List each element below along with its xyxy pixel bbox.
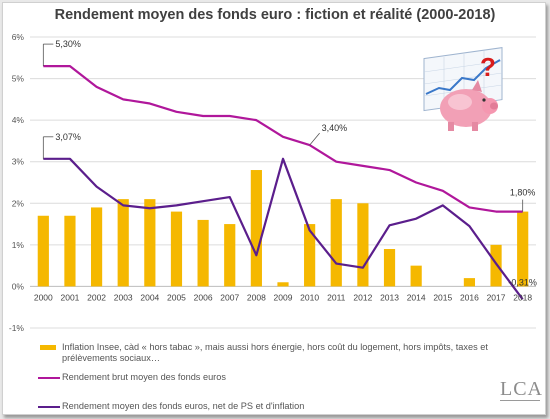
bar-inflation xyxy=(37,215,49,287)
x-tick-label: 2018 xyxy=(513,292,532,302)
legend-swatch-bar xyxy=(40,345,56,350)
data-label: -0,31% xyxy=(508,277,537,287)
bar-inflation xyxy=(224,224,236,287)
line-rendement-brut xyxy=(43,64,523,213)
x-tick-label: 2000 xyxy=(34,292,53,302)
annotation-leader xyxy=(309,132,320,146)
y-tick-label: 4% xyxy=(12,115,25,125)
bar-inflation xyxy=(277,282,289,287)
x-tick-label: 2006 xyxy=(194,292,213,302)
bar-inflation xyxy=(197,219,209,287)
bar-inflation xyxy=(463,278,476,287)
y-tick-label: 3% xyxy=(12,157,25,167)
x-tick-label: 2002 xyxy=(87,292,106,302)
x-tick-label: 2009 xyxy=(274,292,293,302)
bar-inflation xyxy=(517,211,529,287)
bar-inflation xyxy=(144,199,156,287)
y-tick-label: 6% xyxy=(12,32,25,42)
x-tick-label: 2005 xyxy=(167,292,186,302)
bar-inflation xyxy=(117,199,129,287)
x-tick-label: 2012 xyxy=(353,292,372,302)
legend: Inflation Insee, càd « hors tabac », mai… xyxy=(38,342,508,412)
y-tick-label: 5% xyxy=(12,74,25,84)
y-tick-label: 2% xyxy=(12,198,25,208)
x-tick-label: 2015 xyxy=(433,292,452,302)
x-tick-label: 2008 xyxy=(247,292,266,302)
data-label: 3,40% xyxy=(322,123,348,133)
data-label: 5,30% xyxy=(55,39,81,49)
x-tick-label: 2017 xyxy=(487,292,506,302)
legend-label-brut: Rendement brut moyen des fonds euros xyxy=(62,372,226,382)
x-tick-label: 2014 xyxy=(407,292,426,302)
legend-swatch-line xyxy=(38,406,60,408)
bar-inflation xyxy=(170,211,183,287)
data-label: 1,80% xyxy=(510,188,536,198)
piggy-bank-question-icon: ? xyxy=(423,47,503,131)
x-tick-label: 2013 xyxy=(380,292,399,302)
bar-inflation xyxy=(330,199,342,287)
bar-inflation xyxy=(90,207,103,287)
legend-swatch-line xyxy=(38,377,60,379)
x-tick-label: 2004 xyxy=(140,292,159,302)
y-tick-label: -1% xyxy=(9,323,25,333)
x-tick-label: 2010 xyxy=(300,292,319,302)
x-tick-label: 2011 xyxy=(327,292,346,302)
bar-inflation xyxy=(490,244,502,287)
chart-title: Rendement moyen des fonds euro : fiction… xyxy=(54,7,496,23)
x-tick-label: 2003 xyxy=(114,292,133,302)
legend-item-brut: Rendement brut moyen des fonds euros xyxy=(38,372,508,383)
bar-inflation xyxy=(410,265,422,287)
legend-label-net: Rendement moyen des fonds euros, net de … xyxy=(62,401,305,411)
data-label: 3,07% xyxy=(55,132,81,142)
x-tick-label: 2007 xyxy=(220,292,239,302)
bar-inflation xyxy=(383,249,396,287)
y-tick-label: 0% xyxy=(12,281,25,291)
logo-underline xyxy=(500,400,540,401)
y-tick-label: 1% xyxy=(12,240,25,250)
legend-label-inflation: Inflation Insee, càd « hors tabac », mai… xyxy=(62,342,488,363)
question-mark: ? xyxy=(480,52,496,82)
bar-inflation xyxy=(357,203,369,287)
bar-inflation xyxy=(250,170,262,287)
line-rendement-net xyxy=(43,157,524,300)
bar-inflation xyxy=(64,215,76,287)
legend-item-net: Rendement moyen des fonds euros, net de … xyxy=(38,401,508,412)
lca-logo: LCA xyxy=(500,378,543,400)
x-tick-label: 2001 xyxy=(60,292,79,302)
legend-item-inflation: Inflation Insee, càd « hors tabac », mai… xyxy=(38,342,508,364)
bar-inflation xyxy=(304,224,316,287)
x-tick-label: 2016 xyxy=(460,292,479,302)
